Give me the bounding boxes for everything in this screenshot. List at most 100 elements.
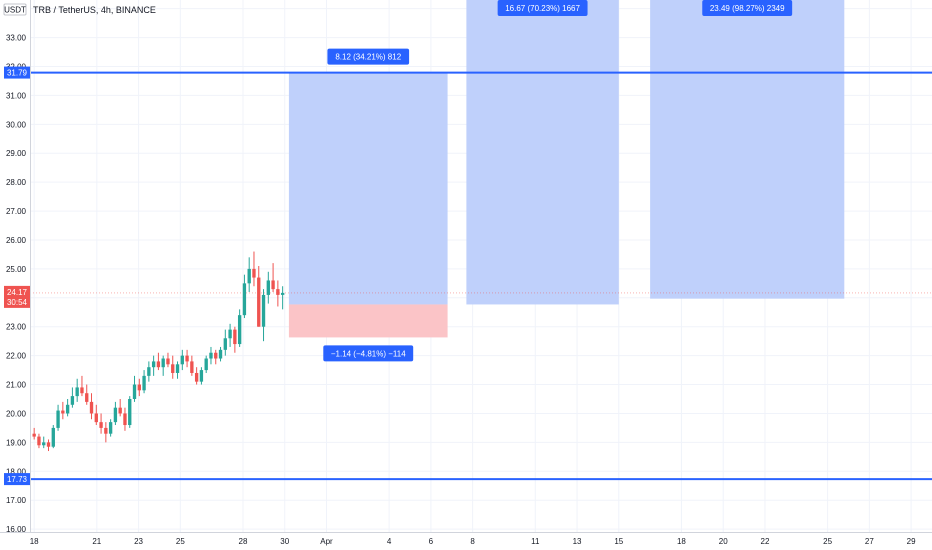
price-tick-label: 17.00 — [6, 496, 27, 505]
price-tick-label: 16.00 — [6, 525, 27, 534]
take-profit-zone[interactable] — [288, 72, 448, 305]
candle-up — [65, 404, 70, 414]
level-price-badge — [4, 473, 30, 486]
time-tick-label: 20 — [719, 537, 728, 546]
candle-down — [166, 358, 170, 365]
price-tick-label: 30.00 — [6, 120, 27, 129]
candle-up — [42, 442, 46, 446]
price-tick-label: 25.00 — [6, 265, 27, 274]
candle-up — [242, 283, 247, 316]
candle-up — [56, 410, 60, 428]
price-tick-label: 29.00 — [6, 149, 27, 158]
zone-label-text: 23.49 (98.27%) 2349 — [710, 4, 785, 13]
candle-up — [147, 367, 151, 376]
time-tick-label: 25 — [823, 537, 832, 546]
candle-up — [218, 349, 223, 359]
level-price-badge — [4, 66, 30, 79]
current-price-badge — [4, 285, 30, 308]
candle-down — [32, 433, 36, 437]
current-price-value: 24.17 — [7, 288, 28, 297]
time-tick-label: 21 — [92, 537, 101, 546]
position-zones[interactable] — [288, 0, 845, 338]
price-tick-label: 19.00 — [6, 438, 27, 447]
candle-down — [171, 364, 175, 373]
candle-down — [85, 393, 89, 402]
candle-down — [94, 413, 98, 423]
candle-up — [266, 280, 270, 295]
candle-up — [108, 422, 113, 434]
time-tick-label: Apr — [320, 537, 333, 546]
candle-up — [142, 375, 146, 391]
candle-up — [113, 407, 118, 423]
candle-down — [99, 422, 103, 428]
price-tick-label: 33.00 — [6, 34, 27, 43]
candles — [32, 251, 285, 452]
candle-down — [80, 387, 84, 394]
candle-up — [128, 399, 132, 426]
currency-badge — [3, 3, 27, 16]
candle-down — [46, 442, 51, 447]
zone-label-box — [323, 345, 414, 362]
time-tick-label: 25 — [176, 537, 185, 546]
take-profit-zone[interactable] — [466, 0, 619, 305]
candle-up — [228, 329, 232, 339]
candle-down — [137, 384, 141, 391]
candle-up — [199, 370, 204, 382]
time-tick-label: 28 — [239, 537, 248, 546]
candle-down — [104, 427, 108, 434]
candle-down — [61, 410, 65, 414]
horizontal-lines[interactable] — [30, 71, 932, 481]
candle-down — [123, 413, 127, 426]
candle-up — [237, 315, 242, 345]
candle-up — [209, 352, 213, 359]
time-tick-label: 11 — [531, 537, 540, 546]
time-tick-label: 18 — [677, 537, 686, 546]
price-tick-label: 27.00 — [6, 207, 27, 216]
price-tick-label: 26.00 — [6, 236, 27, 245]
candle-up — [51, 427, 55, 447]
price-tick-label: 22.00 — [6, 352, 27, 361]
price-tick-label: 21.00 — [6, 381, 27, 390]
currency-badge-text: USDT — [4, 6, 26, 15]
time-tick-label: 18 — [30, 537, 39, 546]
candle-down — [118, 407, 122, 414]
candle-down — [156, 361, 161, 368]
candle-up — [175, 364, 180, 373]
take-profit-zone[interactable] — [650, 0, 845, 299]
candle-up — [223, 338, 227, 350]
candle-down — [89, 401, 94, 414]
time-tick-label: 29 — [907, 537, 916, 546]
time-tick-label: 8 — [470, 537, 475, 546]
price-tick-label: 20.00 — [6, 409, 27, 418]
time-tick-label: 27 — [865, 537, 874, 546]
time-tick-label: 4 — [387, 537, 392, 546]
candle-down — [190, 361, 194, 373]
candle-up — [180, 355, 184, 365]
zone-label-text: 16.67 (70.23%) 1667 — [505, 4, 580, 13]
candle-up — [151, 361, 156, 368]
symbol-title: TRB / TetherUS, 4h, BINANCE — [33, 5, 156, 15]
time-tick-label: 13 — [573, 537, 582, 546]
candle-down — [185, 355, 189, 362]
zone-label-box — [497, 0, 588, 16]
zone-label-box — [702, 0, 793, 16]
time-tick-label: 30 — [280, 537, 289, 546]
price-tick-label: 18.00 — [6, 467, 27, 476]
time-tick-label: 23 — [134, 537, 143, 546]
chart-header: USDT TRB / TetherUS, 4h, BINANCE — [3, 3, 156, 16]
candle-up — [161, 358, 165, 368]
candle-down — [276, 289, 280, 295]
candle-down — [37, 436, 41, 446]
price-tick-label: 31.00 — [6, 91, 27, 100]
zone-label-box — [327, 48, 410, 65]
time-axis[interactable]: 18 21 23 25 28 30 Apr 4 6 8 11 13 15 18 20 22 25 27 29 — [30, 537, 916, 546]
price-tick-label: 28.00 — [6, 178, 27, 187]
price-tick-label: 23.00 — [6, 323, 27, 332]
bar-countdown: 30:54 — [7, 298, 28, 307]
candle-down — [194, 372, 199, 382]
candle-down — [233, 329, 237, 345]
stop-loss-zone[interactable] — [288, 304, 448, 338]
zone-labels: 8.12 (34.21%) 812 −1.14 (−4.81%) −114 16.6… — [323, 0, 793, 362]
